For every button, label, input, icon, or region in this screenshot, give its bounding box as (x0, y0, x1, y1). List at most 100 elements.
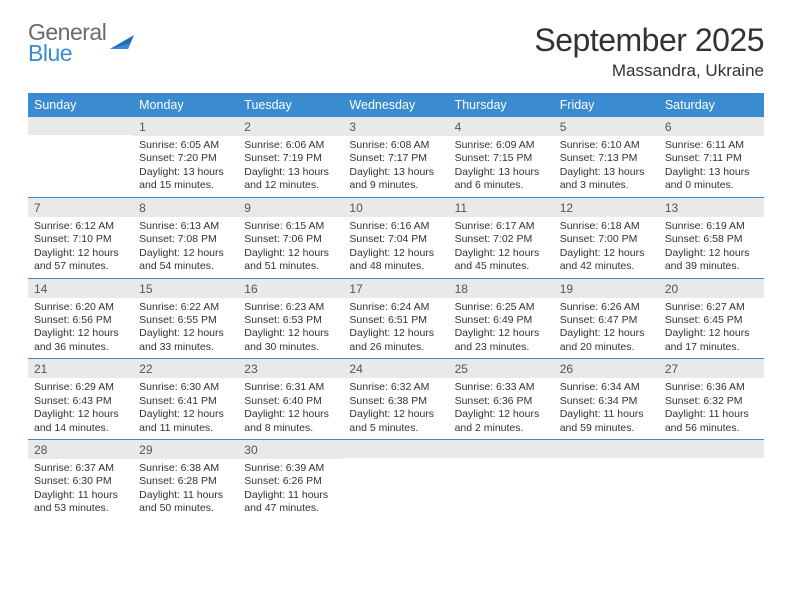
day-line-day1: Daylight: 12 hours (34, 408, 127, 421)
day-number: 15 (133, 279, 238, 298)
day-cell: 14Sunrise: 6:20 AMSunset: 6:56 PMDayligh… (28, 279, 133, 359)
day-cell: 27Sunrise: 6:36 AMSunset: 6:32 PMDayligh… (659, 359, 764, 439)
brand-mark-icon (108, 31, 138, 55)
day-line-day1: Daylight: 11 hours (34, 489, 127, 502)
day-line-day2: and 23 minutes. (455, 341, 548, 354)
day-details: Sunrise: 6:17 AMSunset: 7:02 PMDaylight:… (449, 217, 554, 278)
day-details: Sunrise: 6:19 AMSunset: 6:58 PMDaylight:… (659, 217, 764, 278)
day-line-day1: Daylight: 11 hours (244, 489, 337, 502)
title-block: September 2025 Massandra, Ukraine (534, 22, 764, 81)
day-line-day2: and 8 minutes. (244, 422, 337, 435)
day-line-sunrise: Sunrise: 6:26 AM (560, 301, 653, 314)
day-details: Sunrise: 6:08 AMSunset: 7:17 PMDaylight:… (343, 136, 448, 197)
day-line-sunset: Sunset: 7:15 PM (455, 152, 548, 165)
day-line-day2: and 6 minutes. (455, 179, 548, 192)
day-details (28, 135, 133, 142)
brand-logo: General Blue (28, 22, 138, 64)
day-details: Sunrise: 6:32 AMSunset: 6:38 PMDaylight:… (343, 378, 448, 439)
day-cell: 17Sunrise: 6:24 AMSunset: 6:51 PMDayligh… (343, 279, 448, 359)
day-line-sunset: Sunset: 7:20 PM (139, 152, 232, 165)
day-details: Sunrise: 6:24 AMSunset: 6:51 PMDaylight:… (343, 298, 448, 359)
day-line-sunrise: Sunrise: 6:31 AM (244, 381, 337, 394)
day-details: Sunrise: 6:15 AMSunset: 7:06 PMDaylight:… (238, 217, 343, 278)
day-line-sunrise: Sunrise: 6:16 AM (349, 220, 442, 233)
weekday-header: Friday (554, 93, 659, 117)
day-cell: 25Sunrise: 6:33 AMSunset: 6:36 PMDayligh… (449, 359, 554, 439)
weekday-header: Sunday (28, 93, 133, 117)
day-line-sunrise: Sunrise: 6:05 AM (139, 139, 232, 152)
day-details: Sunrise: 6:20 AMSunset: 6:56 PMDaylight:… (28, 298, 133, 359)
day-line-day1: Daylight: 13 hours (139, 166, 232, 179)
day-line-sunrise: Sunrise: 6:23 AM (244, 301, 337, 314)
day-line-sunset: Sunset: 6:30 PM (34, 475, 127, 488)
day-line-day1: Daylight: 12 hours (560, 247, 653, 260)
day-details: Sunrise: 6:10 AMSunset: 7:13 PMDaylight:… (554, 136, 659, 197)
week-row: 7Sunrise: 6:12 AMSunset: 7:10 PMDaylight… (28, 198, 764, 279)
day-cell-blank (28, 117, 133, 197)
day-line-sunrise: Sunrise: 6:13 AM (139, 220, 232, 233)
day-details (449, 458, 554, 465)
day-number: 25 (449, 359, 554, 378)
day-line-day2: and 42 minutes. (560, 260, 653, 273)
day-line-day1: Daylight: 12 hours (34, 247, 127, 260)
day-number (343, 440, 448, 458)
day-details: Sunrise: 6:06 AMSunset: 7:19 PMDaylight:… (238, 136, 343, 197)
day-number: 30 (238, 440, 343, 459)
day-line-day2: and 56 minutes. (665, 422, 758, 435)
day-number: 1 (133, 117, 238, 136)
month-title: September 2025 (534, 22, 764, 59)
day-details: Sunrise: 6:12 AMSunset: 7:10 PMDaylight:… (28, 217, 133, 278)
day-cell: 16Sunrise: 6:23 AMSunset: 6:53 PMDayligh… (238, 279, 343, 359)
day-cell: 3Sunrise: 6:08 AMSunset: 7:17 PMDaylight… (343, 117, 448, 197)
day-line-sunrise: Sunrise: 6:06 AM (244, 139, 337, 152)
day-number: 5 (554, 117, 659, 136)
day-cell: 23Sunrise: 6:31 AMSunset: 6:40 PMDayligh… (238, 359, 343, 439)
day-line-day1: Daylight: 12 hours (244, 247, 337, 260)
day-cell: 20Sunrise: 6:27 AMSunset: 6:45 PMDayligh… (659, 279, 764, 359)
day-details: Sunrise: 6:33 AMSunset: 6:36 PMDaylight:… (449, 378, 554, 439)
week-row: 28Sunrise: 6:37 AMSunset: 6:30 PMDayligh… (28, 440, 764, 520)
day-line-day1: Daylight: 12 hours (139, 327, 232, 340)
day-line-sunset: Sunset: 7:11 PM (665, 152, 758, 165)
day-line-sunset: Sunset: 7:19 PM (244, 152, 337, 165)
day-details (554, 458, 659, 465)
day-line-sunrise: Sunrise: 6:10 AM (560, 139, 653, 152)
day-line-day1: Daylight: 12 hours (560, 327, 653, 340)
day-line-day1: Daylight: 12 hours (349, 327, 442, 340)
day-line-sunset: Sunset: 7:13 PM (560, 152, 653, 165)
day-line-sunrise: Sunrise: 6:32 AM (349, 381, 442, 394)
day-number: 11 (449, 198, 554, 217)
day-number: 2 (238, 117, 343, 136)
day-line-sunrise: Sunrise: 6:33 AM (455, 381, 548, 394)
day-cell-blank (659, 440, 764, 520)
weekday-header: Saturday (659, 93, 764, 117)
day-line-day2: and 33 minutes. (139, 341, 232, 354)
day-number: 24 (343, 359, 448, 378)
day-line-day2: and 54 minutes. (139, 260, 232, 273)
day-details: Sunrise: 6:18 AMSunset: 7:00 PMDaylight:… (554, 217, 659, 278)
day-line-day1: Daylight: 12 hours (139, 247, 232, 260)
day-number: 4 (449, 117, 554, 136)
day-details: Sunrise: 6:37 AMSunset: 6:30 PMDaylight:… (28, 459, 133, 520)
day-line-sunrise: Sunrise: 6:08 AM (349, 139, 442, 152)
day-line-sunset: Sunset: 7:10 PM (34, 233, 127, 246)
day-line-day2: and 50 minutes. (139, 502, 232, 515)
day-line-day2: and 9 minutes. (349, 179, 442, 192)
day-number: 8 (133, 198, 238, 217)
day-line-day1: Daylight: 12 hours (665, 247, 758, 260)
week-row: 14Sunrise: 6:20 AMSunset: 6:56 PMDayligh… (28, 279, 764, 360)
day-line-day2: and 45 minutes. (455, 260, 548, 273)
day-line-sunrise: Sunrise: 6:29 AM (34, 381, 127, 394)
day-line-sunrise: Sunrise: 6:27 AM (665, 301, 758, 314)
day-line-sunrise: Sunrise: 6:09 AM (455, 139, 548, 152)
location-label: Massandra, Ukraine (534, 61, 764, 81)
day-line-sunset: Sunset: 7:08 PM (139, 233, 232, 246)
day-line-day2: and 3 minutes. (560, 179, 653, 192)
weekday-header-row: SundayMondayTuesdayWednesdayThursdayFrid… (28, 93, 764, 117)
day-details: Sunrise: 6:25 AMSunset: 6:49 PMDaylight:… (449, 298, 554, 359)
day-line-day2: and 11 minutes. (139, 422, 232, 435)
day-cell: 10Sunrise: 6:16 AMSunset: 7:04 PMDayligh… (343, 198, 448, 278)
day-cell: 18Sunrise: 6:25 AMSunset: 6:49 PMDayligh… (449, 279, 554, 359)
day-number: 13 (659, 198, 764, 217)
day-line-day2: and 14 minutes. (34, 422, 127, 435)
